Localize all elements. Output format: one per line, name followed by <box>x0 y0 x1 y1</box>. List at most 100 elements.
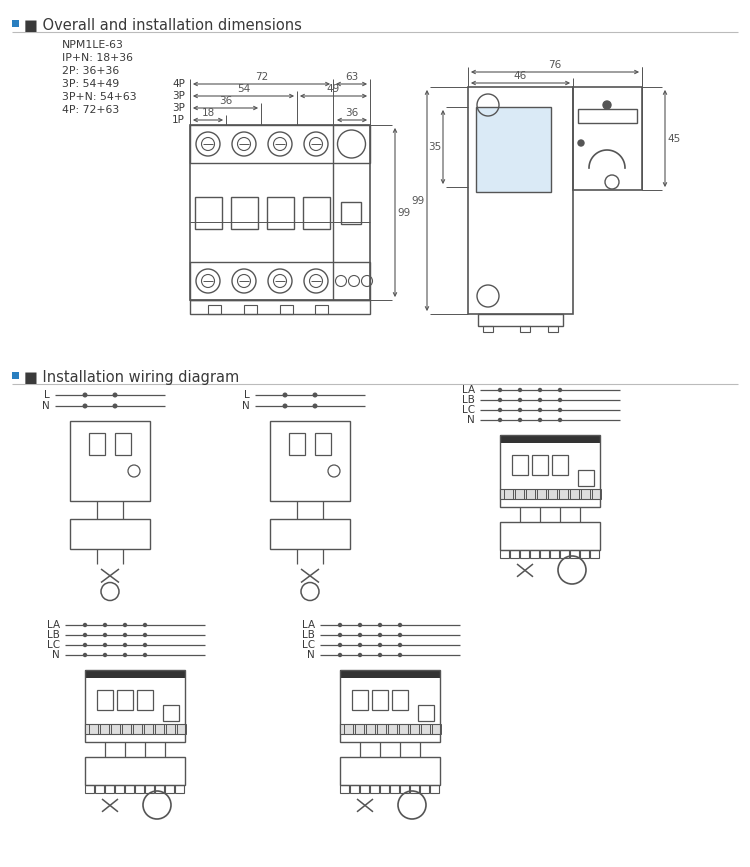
Circle shape <box>538 388 542 392</box>
Bar <box>430 785 439 793</box>
Bar <box>532 455 548 475</box>
Circle shape <box>103 653 107 657</box>
Bar <box>570 550 579 558</box>
Bar <box>420 785 429 793</box>
Text: IP+N: 18+36: IP+N: 18+36 <box>62 53 133 63</box>
Text: 99: 99 <box>397 207 410 218</box>
Bar <box>190 262 370 300</box>
Circle shape <box>538 398 542 402</box>
Text: LA: LA <box>462 385 475 395</box>
Bar <box>520 550 529 558</box>
Bar <box>399 724 408 734</box>
Bar <box>270 519 350 549</box>
Circle shape <box>398 633 402 637</box>
Bar <box>500 435 600 507</box>
Bar <box>573 87 642 190</box>
Bar <box>100 724 109 734</box>
Circle shape <box>558 388 562 392</box>
Circle shape <box>558 418 562 422</box>
Circle shape <box>283 403 287 408</box>
Bar <box>515 489 524 499</box>
Circle shape <box>82 653 87 657</box>
Text: LB: LB <box>47 630 60 640</box>
Circle shape <box>103 633 107 637</box>
Circle shape <box>123 653 128 657</box>
Circle shape <box>378 642 382 647</box>
Text: L: L <box>244 390 250 400</box>
Bar <box>190 300 370 314</box>
Bar <box>578 109 637 123</box>
Text: 36: 36 <box>219 96 232 106</box>
Bar <box>548 326 558 332</box>
Text: N: N <box>242 401 250 411</box>
Bar <box>400 785 409 793</box>
Circle shape <box>313 393 317 397</box>
Circle shape <box>142 642 147 647</box>
Text: 3P: 3P <box>172 103 185 113</box>
Circle shape <box>313 403 317 408</box>
Bar <box>418 705 434 721</box>
Bar <box>592 489 601 499</box>
Text: 2P: 36+36: 2P: 36+36 <box>62 66 119 76</box>
Bar <box>377 724 386 734</box>
Circle shape <box>142 623 147 627</box>
Circle shape <box>283 393 287 397</box>
Bar <box>548 489 557 499</box>
Bar <box>105 785 114 793</box>
Bar <box>344 724 353 734</box>
Bar <box>195 197 222 229</box>
Bar <box>303 197 330 229</box>
Text: 4P: 72+63: 4P: 72+63 <box>62 105 119 115</box>
Text: 72: 72 <box>255 72 268 82</box>
Text: LB: LB <box>302 630 315 640</box>
Bar <box>500 522 600 550</box>
Bar <box>500 550 509 558</box>
Circle shape <box>518 388 522 392</box>
Bar <box>570 489 579 499</box>
Circle shape <box>358 642 362 647</box>
Bar <box>559 489 568 499</box>
Bar <box>390 785 399 793</box>
Bar <box>510 550 519 558</box>
Bar <box>85 724 185 734</box>
Bar <box>315 305 328 314</box>
Bar <box>70 519 150 549</box>
Bar <box>85 670 185 678</box>
Bar <box>231 197 258 229</box>
Circle shape <box>82 633 87 637</box>
Circle shape <box>498 388 502 392</box>
Text: 3P+N: 54+63: 3P+N: 54+63 <box>62 92 136 102</box>
Bar <box>315 433 332 455</box>
Bar <box>208 305 221 314</box>
Circle shape <box>518 407 522 412</box>
Bar <box>95 785 104 793</box>
Bar <box>552 455 568 475</box>
Bar <box>581 489 590 499</box>
Bar <box>350 785 359 793</box>
Bar <box>70 421 150 501</box>
Circle shape <box>358 633 362 637</box>
Bar <box>352 690 368 710</box>
Circle shape <box>103 642 107 647</box>
Text: LC: LC <box>462 405 475 415</box>
Circle shape <box>103 623 107 627</box>
Text: LB: LB <box>462 395 475 405</box>
Bar <box>483 326 493 332</box>
Bar <box>190 125 370 163</box>
Bar <box>372 690 388 710</box>
Bar <box>88 433 105 455</box>
Bar <box>366 724 375 734</box>
Circle shape <box>82 623 87 627</box>
Text: 46: 46 <box>514 71 527 81</box>
Bar <box>270 421 350 501</box>
Bar <box>244 305 257 314</box>
Bar <box>125 785 134 793</box>
Bar <box>340 785 349 793</box>
Circle shape <box>338 653 342 657</box>
Bar <box>111 724 120 734</box>
Bar <box>190 125 370 300</box>
Text: 99: 99 <box>412 195 425 205</box>
Circle shape <box>558 407 562 412</box>
Bar <box>116 433 131 455</box>
Text: ■ Overall and installation dimensions: ■ Overall and installation dimensions <box>24 18 302 33</box>
